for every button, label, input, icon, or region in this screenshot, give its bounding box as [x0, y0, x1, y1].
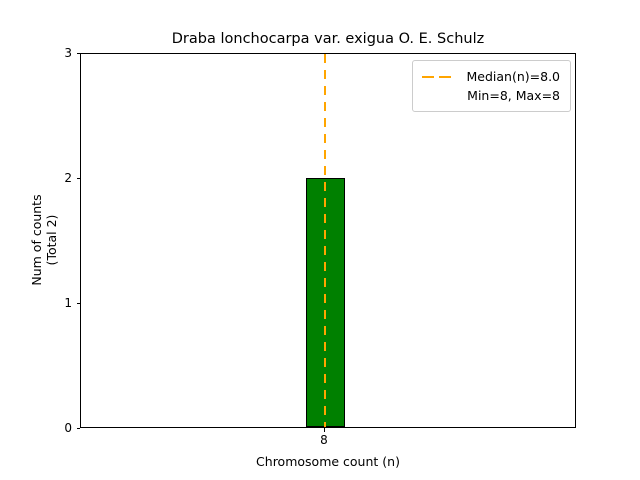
y-tick-label-1: 1 — [64, 296, 72, 310]
median-reference-line — [323, 54, 327, 427]
x-tick-label-8: 8 — [320, 433, 328, 447]
y-tick-mark-1 — [76, 302, 80, 304]
legend-label-median: Median(n)=8.0 — [466, 69, 561, 84]
y-axis-label: Num of counts (Total 2) — [29, 194, 59, 286]
x-axis-label: Chromosome count (n) — [256, 454, 400, 469]
y-tick-label-3: 3 — [64, 46, 72, 60]
legend-entry-median: Median(n)=8.0 — [421, 67, 562, 86]
y-tick-label-2: 2 — [64, 171, 72, 185]
dashed-line-icon — [421, 67, 457, 86]
x-tick-mark-8 — [323, 428, 325, 432]
y-tick-label-0: 0 — [64, 421, 72, 435]
chart-title: Draba lonchocarpa var. exigua O. E. Schu… — [171, 31, 485, 47]
y-tick-mark-3 — [76, 52, 80, 54]
chart-legend: Median(n)=8.0 Min=8, Max=8 — [412, 60, 571, 112]
plot-area — [80, 53, 576, 428]
legend-label-minmax: Min=8, Max=8 — [467, 88, 560, 103]
y-tick-mark-2 — [76, 177, 80, 179]
legend-entry-minmax: Min=8, Max=8 — [421, 86, 562, 105]
y-tick-mark-0 — [76, 427, 80, 429]
